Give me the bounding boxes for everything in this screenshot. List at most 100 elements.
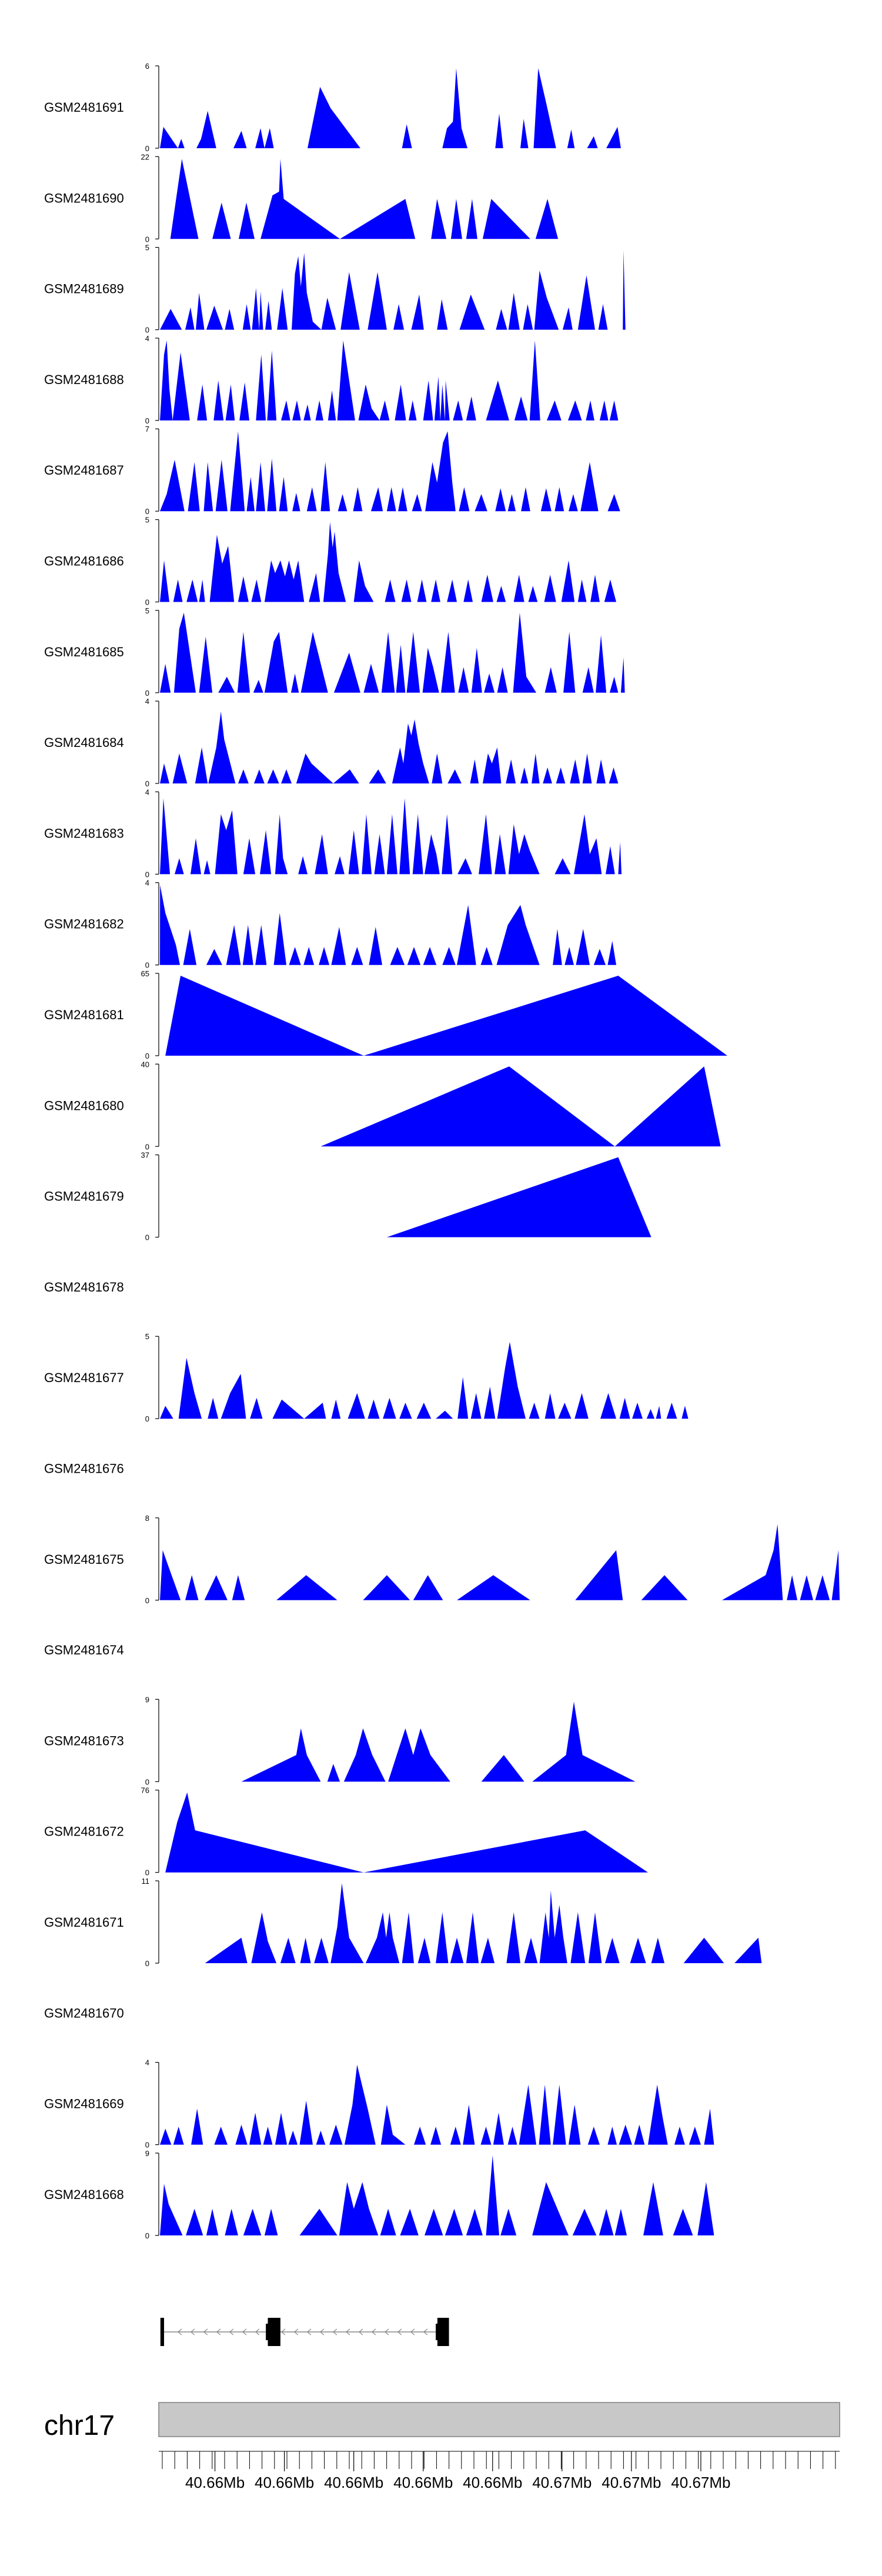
axis-tick-label: 40.67Mb — [671, 2474, 730, 2491]
track-GSM2481678: GSM2481678 — [44, 1280, 124, 1294]
y-tick-label-min: 0 — [145, 1596, 149, 1605]
y-tick-label-max: 5 — [145, 1332, 149, 1341]
coverage-area — [320, 1066, 721, 1147]
y-tick-label-min: 0 — [145, 961, 149, 970]
y-tick-label-min: 0 — [145, 326, 149, 335]
track-GSM2481677: GSM2481677 5 0 — [44, 1332, 689, 1423]
coverage-area — [160, 249, 626, 330]
y-tick-label-max: 9 — [145, 1695, 149, 1704]
track-label: GSM2481685 — [44, 645, 124, 659]
track-GSM2481684: GSM2481684 4 0 — [44, 697, 619, 788]
exon — [160, 2318, 164, 2346]
coverage-area — [165, 1792, 648, 1873]
track-GSM2481681: GSM2481681 65 0 — [44, 969, 727, 1060]
y-tick-label-max: 6 — [145, 62, 149, 71]
track-label: GSM2481687 — [44, 463, 124, 478]
track-label: GSM2481684 — [44, 735, 124, 750]
coverage-area — [160, 68, 621, 148]
strand-arrow — [242, 2328, 247, 2335]
y-tick-label-max: 9 — [145, 2149, 149, 2158]
track-label: GSM2481682 — [44, 917, 124, 932]
track-label: GSM2481677 — [44, 1370, 124, 1385]
y-tick-label-max: 4 — [145, 334, 149, 343]
y-tick-label-max: 5 — [145, 516, 149, 525]
strand-arrow — [280, 2328, 286, 2335]
track-GSM2481671: GSM2481671 11 0 — [44, 1877, 762, 1968]
y-tick-label-max: 8 — [145, 1514, 149, 1523]
strand-arrow — [177, 2328, 182, 2335]
track-GSM2481673: GSM2481673 9 0 — [44, 1695, 636, 1786]
axis-tick-label: 40.66Mb — [463, 2474, 522, 2491]
y-tick-label-min: 0 — [145, 1233, 149, 1242]
coverage-area — [170, 159, 559, 239]
coverage-area — [205, 1883, 762, 1963]
axis-tick-label: 40.67Mb — [532, 2474, 592, 2491]
coverage-area — [160, 2064, 714, 2145]
coverage-area — [386, 1157, 652, 1237]
track-label: GSM2481683 — [44, 826, 124, 840]
y-tick-label-max: 5 — [145, 243, 149, 252]
coverage-area — [160, 711, 619, 784]
track-GSM2481691: GSM2481691 6 0 — [44, 62, 621, 153]
y-tick-label-max: 22 — [141, 152, 149, 161]
track-GSM2481676: GSM2481676 — [44, 1461, 124, 1476]
track-GSM2481680: GSM2481680 40 0 — [44, 1060, 721, 1151]
axis-tick-label: 40.67Mb — [602, 2474, 661, 2491]
strand-arrow — [203, 2328, 208, 2335]
strand-arrow — [319, 2328, 325, 2335]
track-GSM2481675: GSM2481675 8 0 — [44, 1514, 840, 1605]
coverage-area — [160, 2155, 714, 2235]
y-tick-label-min: 0 — [145, 1777, 149, 1786]
y-tick-label-min: 0 — [145, 598, 149, 607]
y-tick-label-min: 0 — [145, 779, 149, 788]
track-label: GSM2481676 — [44, 1461, 124, 1476]
y-tick-label-min: 0 — [145, 1142, 149, 1151]
coverage-area — [160, 798, 622, 875]
coverage-area — [160, 431, 620, 512]
strand-arrow — [255, 2328, 260, 2335]
coverage-area — [160, 340, 619, 421]
strand-arrow — [190, 2328, 195, 2335]
strand-arrow — [293, 2328, 299, 2335]
strand-arrow — [332, 2328, 338, 2335]
track-label: GSM2481670 — [44, 2006, 124, 2020]
data-tracks: GSM248169160GSM2481690220GSM248168950GSM… — [44, 62, 840, 2240]
y-tick-label-max: 5 — [145, 606, 149, 615]
coverage-area — [160, 885, 616, 965]
y-tick-label-max: 40 — [141, 1060, 149, 1069]
track-GSM2481685: GSM2481685 5 0 — [44, 606, 625, 698]
y-tick-label-max: 4 — [145, 788, 149, 796]
strand-arrow — [384, 2328, 389, 2335]
genome-axis-labels: 40.66Mb 40.66Mb 40.66Mb 40.66Mb 40.66Mb 40.67… — [185, 2474, 731, 2491]
track-label: GSM2481672 — [44, 1824, 124, 1839]
y-tick-label-max: 65 — [141, 969, 149, 978]
track-GSM2481668: GSM2481668 9 0 — [44, 2149, 714, 2240]
strand-arrow — [229, 2328, 234, 2335]
strand-arrow — [345, 2328, 350, 2335]
track-GSM2481683: GSM2481683 4 0 — [44, 788, 622, 879]
genome-axis-ticks — [159, 2451, 840, 2471]
strand-arrow — [358, 2328, 363, 2335]
track-GSM2481682: GSM2481682 4 0 — [44, 879, 616, 970]
track-label: GSM2481689 — [44, 282, 124, 296]
track-GSM2481689: GSM2481689 5 0 — [44, 243, 626, 335]
track-label: GSM2481673 — [44, 1733, 124, 1748]
track-GSM2481690: GSM2481690 22 0 — [44, 152, 559, 243]
y-tick-label-max: 37 — [141, 1151, 149, 1160]
track-GSM2481670: GSM2481670 — [44, 2006, 124, 2020]
track-GSM2481688: GSM2481688 4 0 — [44, 334, 619, 425]
track-label: GSM2481668 — [44, 2187, 124, 2202]
track-label: GSM2481679 — [44, 1189, 124, 1204]
y-tick-label-min: 0 — [145, 689, 149, 698]
coverage-area — [160, 1342, 689, 1419]
y-tick-label-min: 0 — [145, 1052, 149, 1060]
track-label: GSM2481688 — [44, 372, 124, 387]
strand-arrow — [410, 2328, 415, 2335]
y-tick-label-min: 0 — [145, 2231, 149, 2240]
track-label: GSM2481675 — [44, 1552, 124, 1567]
axis-tick-label: 40.66Mb — [185, 2474, 245, 2491]
track-label: GSM2481678 — [44, 1280, 124, 1294]
track-GSM2481686: GSM2481686 5 0 — [44, 516, 616, 607]
gene-model-track — [160, 2318, 449, 2346]
track-GSM2481674: GSM2481674 — [44, 1643, 124, 1657]
